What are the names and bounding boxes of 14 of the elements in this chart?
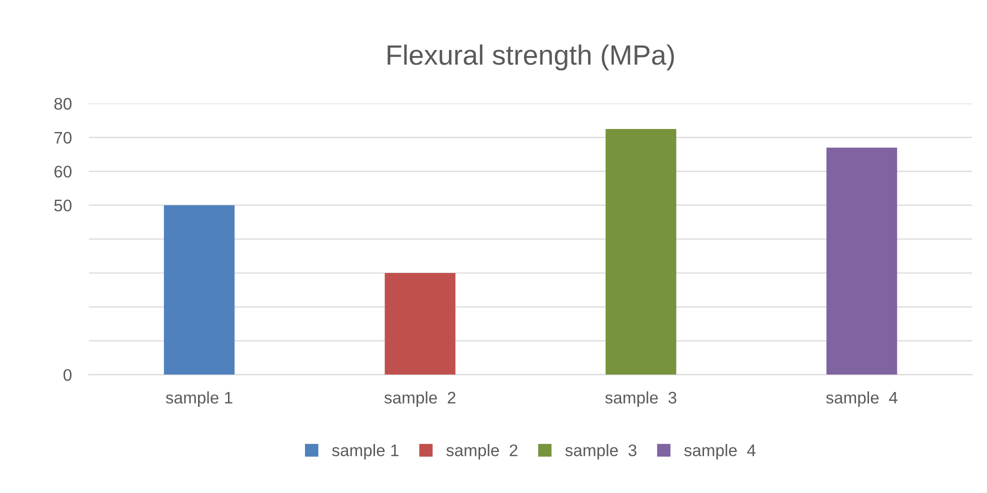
- x-tick-label: sample 3: [605, 391, 676, 407]
- legend-label: sample 4: [684, 444, 756, 460]
- y-tick-label: 50: [54, 200, 72, 212]
- legend-label: sample 1: [332, 444, 398, 460]
- y-tick-label: 80: [54, 98, 72, 110]
- y-tick-label: 70: [54, 132, 72, 144]
- chart-title: Flexural strength (MPa): [388, 44, 674, 70]
- x-tick-label: sample 1: [166, 391, 232, 407]
- legend-label: sample 2: [446, 444, 518, 460]
- legend-label: sample 3: [565, 444, 636, 460]
- x-tick-label: sample 2: [384, 391, 456, 407]
- y-tick-label: 0: [64, 369, 72, 381]
- x-tick-label: sample 4: [826, 391, 898, 407]
- y-tick-label: 60: [54, 166, 72, 178]
